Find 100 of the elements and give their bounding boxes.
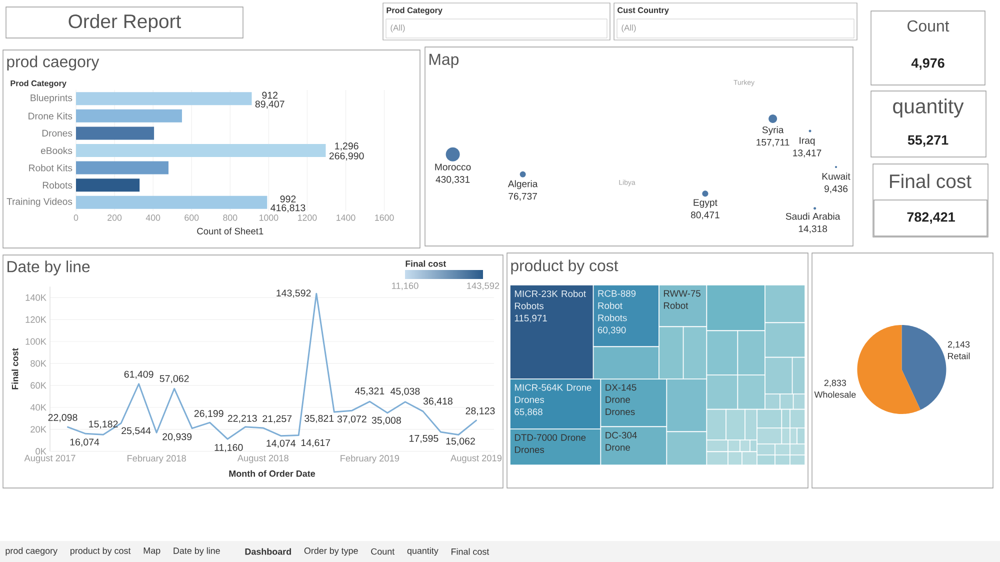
x-axis-title: Count of Sheet1	[197, 228, 264, 234]
x-tick-label: February 2019	[340, 454, 400, 464]
y-tick-label: Training Videos	[6, 198, 72, 207]
category-label: Iraq	[800, 137, 815, 146]
y-axis-title: Prod Category	[10, 80, 66, 88]
data-label: 45,038	[390, 388, 420, 396]
category-label: Cust Country	[618, 7, 669, 15]
data-label: 80,471	[691, 212, 720, 220]
data-label: 14,318	[798, 225, 828, 234]
text: (All)	[390, 24, 405, 32]
data-label: 35,821	[304, 414, 334, 423]
x-tick-label: 1600	[375, 214, 394, 221]
chart-title: prod caegory	[7, 56, 100, 70]
category-label: prod caegory	[6, 547, 58, 556]
text: Order Report	[68, 14, 182, 32]
category-label: MICR-23K Robot	[514, 290, 586, 298]
x-tick-label: 0	[74, 214, 78, 221]
y-tick-label: Robots	[42, 182, 72, 189]
category-label: RWW-75 Robot	[664, 290, 700, 309]
y-tick-label: 80K	[30, 360, 46, 367]
data-label: 14,074	[266, 440, 296, 448]
y-tick-label: Drone Kits	[28, 112, 72, 120]
data-label: 1,296	[335, 142, 358, 151]
data-label: 14,617	[301, 439, 330, 448]
text: Map	[430, 54, 459, 68]
data-label: 9,436	[824, 185, 848, 194]
y-tick-label: eBooks	[40, 147, 72, 154]
category-label: quantity	[893, 98, 964, 118]
category-label: Dashboard	[245, 548, 291, 555]
category-label: DX-145 Drone	[606, 384, 636, 403]
text: Robots	[598, 314, 627, 322]
slice-label: Wholesale	[814, 391, 856, 398]
x-tick-label: 1400	[336, 214, 356, 221]
text: (All)	[622, 24, 636, 32]
category-label: Saudi Arabia	[786, 212, 840, 220]
annotation: 89,407	[255, 100, 284, 109]
bar	[76, 178, 140, 192]
category-label: Final cost	[452, 548, 490, 555]
category-label: DTD-7000 Drone	[514, 434, 586, 441]
data-label: 22,213	[228, 414, 257, 423]
y-tick-label: 40K	[30, 404, 46, 411]
category-label: RCB-889 Robot	[598, 290, 636, 309]
color-bar-title: Final cost	[406, 260, 446, 267]
y-tick-label: 120K	[26, 316, 46, 323]
data-label: 28,123	[466, 407, 495, 416]
data-label: 157,711	[756, 138, 790, 147]
x-axis-title: Month of Order Date	[229, 470, 316, 477]
data-label: 26,199	[194, 410, 224, 418]
data-label: 37,072	[337, 416, 366, 424]
y-axis-title: Final cost	[12, 348, 18, 390]
y-tick-label: 100K	[26, 338, 46, 345]
y-tick-label: 60K	[30, 382, 46, 389]
bar	[76, 144, 326, 157]
data-label: 36,418	[423, 398, 452, 406]
data-label: 21,257	[262, 415, 292, 424]
data-label: 25,544	[122, 427, 151, 436]
x-tick-label: 200	[108, 214, 122, 221]
text: 65,868	[514, 408, 542, 416]
category-label: Count	[908, 20, 950, 32]
data-label: 11,160	[214, 444, 243, 452]
y-tick-label: Drones	[42, 130, 72, 137]
bar	[76, 161, 168, 174]
annotation: 266,990	[329, 152, 364, 161]
data-label: 76,737	[508, 192, 537, 201]
text: 60,390	[598, 326, 626, 334]
data-label: 2,833	[824, 380, 846, 388]
data-label: 17,595	[410, 434, 438, 444]
y-tick-label: 20K	[30, 426, 46, 433]
category-label: Date by line	[174, 547, 220, 556]
data-label: 35,008	[372, 416, 401, 425]
chart-title: Date by line	[8, 260, 90, 276]
bar	[76, 92, 252, 106]
x-tick-label: 1200	[298, 214, 317, 221]
category-label: Order by type	[304, 547, 358, 556]
category-label: Count	[371, 548, 395, 555]
color-bar-label: 11,160	[392, 282, 418, 290]
y-tick-label: Robot Kits	[29, 164, 72, 172]
y-tick-label: 140K	[26, 294, 46, 301]
text: 782,421	[907, 212, 955, 224]
text: 55,271	[908, 135, 948, 147]
data-label: 13,417	[793, 150, 822, 158]
x-tick-label: 1000	[260, 214, 278, 221]
bar	[76, 126, 154, 140]
data-label: 57,062	[160, 375, 189, 384]
x-tick-label: 400	[146, 214, 160, 221]
slice-label: Retail	[948, 352, 970, 360]
data-label: 430,331	[436, 176, 470, 184]
category-label: Kuwait	[822, 172, 850, 180]
data-label: 992	[280, 196, 296, 202]
data-label: 15,062	[446, 438, 475, 446]
category-label: Egypt	[694, 199, 718, 208]
x-tick-label: 800	[223, 214, 238, 221]
text: 4,976	[911, 58, 944, 70]
data-label: 16,074	[70, 438, 100, 447]
category-label: Algeria	[508, 180, 538, 190]
category-label: product by cost	[70, 547, 131, 556]
data-label: 22,098	[48, 414, 78, 422]
x-tick-label: February 2018	[128, 454, 186, 464]
text: Drones	[606, 408, 635, 416]
bar	[76, 196, 268, 209]
